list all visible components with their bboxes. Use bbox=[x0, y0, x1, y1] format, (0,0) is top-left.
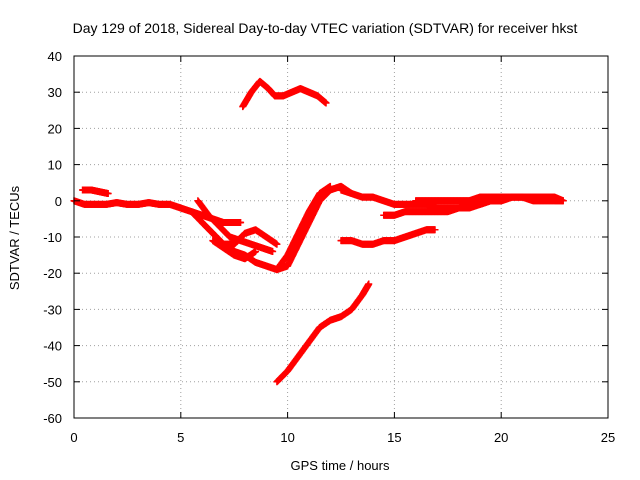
data-point bbox=[431, 226, 439, 234]
y-tick-label: 20 bbox=[48, 121, 62, 136]
grid-lines bbox=[74, 56, 608, 418]
y-tick-label: 10 bbox=[48, 158, 62, 173]
data-points bbox=[70, 77, 567, 386]
x-tick-label: 15 bbox=[387, 430, 401, 445]
series-arc-bottom bbox=[273, 280, 373, 386]
y-axis-ticks: 40 30 20 10 0 -10 -20 -30 -40 -50 -60 bbox=[43, 49, 608, 426]
y-tick-label: -30 bbox=[43, 302, 62, 317]
series-arc-dip-a bbox=[187, 182, 356, 274]
y-tick-label: 0 bbox=[55, 194, 62, 209]
x-tick-label: 25 bbox=[601, 430, 615, 445]
y-tick-label: -50 bbox=[43, 375, 62, 390]
y-tick-label: 40 bbox=[48, 49, 62, 64]
x-axis-ticks: 0 5 10 15 20 25 bbox=[70, 56, 615, 445]
y-tick-label: 30 bbox=[48, 85, 62, 100]
y-tick-label: -40 bbox=[43, 339, 62, 354]
series-arc-mid-right bbox=[337, 226, 439, 248]
data-point bbox=[237, 219, 245, 227]
data-point bbox=[326, 182, 334, 190]
x-tick-label: 0 bbox=[70, 430, 77, 445]
data-point bbox=[322, 99, 330, 107]
y-tick-label: -60 bbox=[43, 411, 62, 426]
series-arc-baseline-early bbox=[70, 197, 245, 227]
series-arc-upper-right bbox=[412, 193, 567, 205]
data-point bbox=[104, 190, 112, 198]
data-point bbox=[273, 240, 281, 248]
data-point bbox=[252, 247, 260, 255]
y-axis-label: SDTVAR / TECUs bbox=[7, 185, 22, 290]
series-arc-rise bbox=[273, 182, 334, 274]
x-tick-label: 5 bbox=[177, 430, 184, 445]
series-arc-plus3 bbox=[79, 186, 112, 198]
series-arc-top bbox=[239, 77, 330, 111]
x-axis-label: GPS time / hours bbox=[291, 458, 390, 473]
x-tick-label: 20 bbox=[494, 430, 508, 445]
y-tick-label: -10 bbox=[43, 230, 62, 245]
data-point bbox=[559, 197, 567, 205]
chart-title: Day 129 of 2018, Sidereal Day-to-day VTE… bbox=[73, 20, 578, 36]
x-tick-label: 10 bbox=[280, 430, 294, 445]
y-tick-label: -20 bbox=[43, 266, 62, 281]
series-arc-dip-b bbox=[194, 197, 277, 255]
data-point bbox=[365, 280, 373, 288]
series-arc-dip-d bbox=[209, 237, 260, 263]
data-point bbox=[269, 247, 277, 255]
